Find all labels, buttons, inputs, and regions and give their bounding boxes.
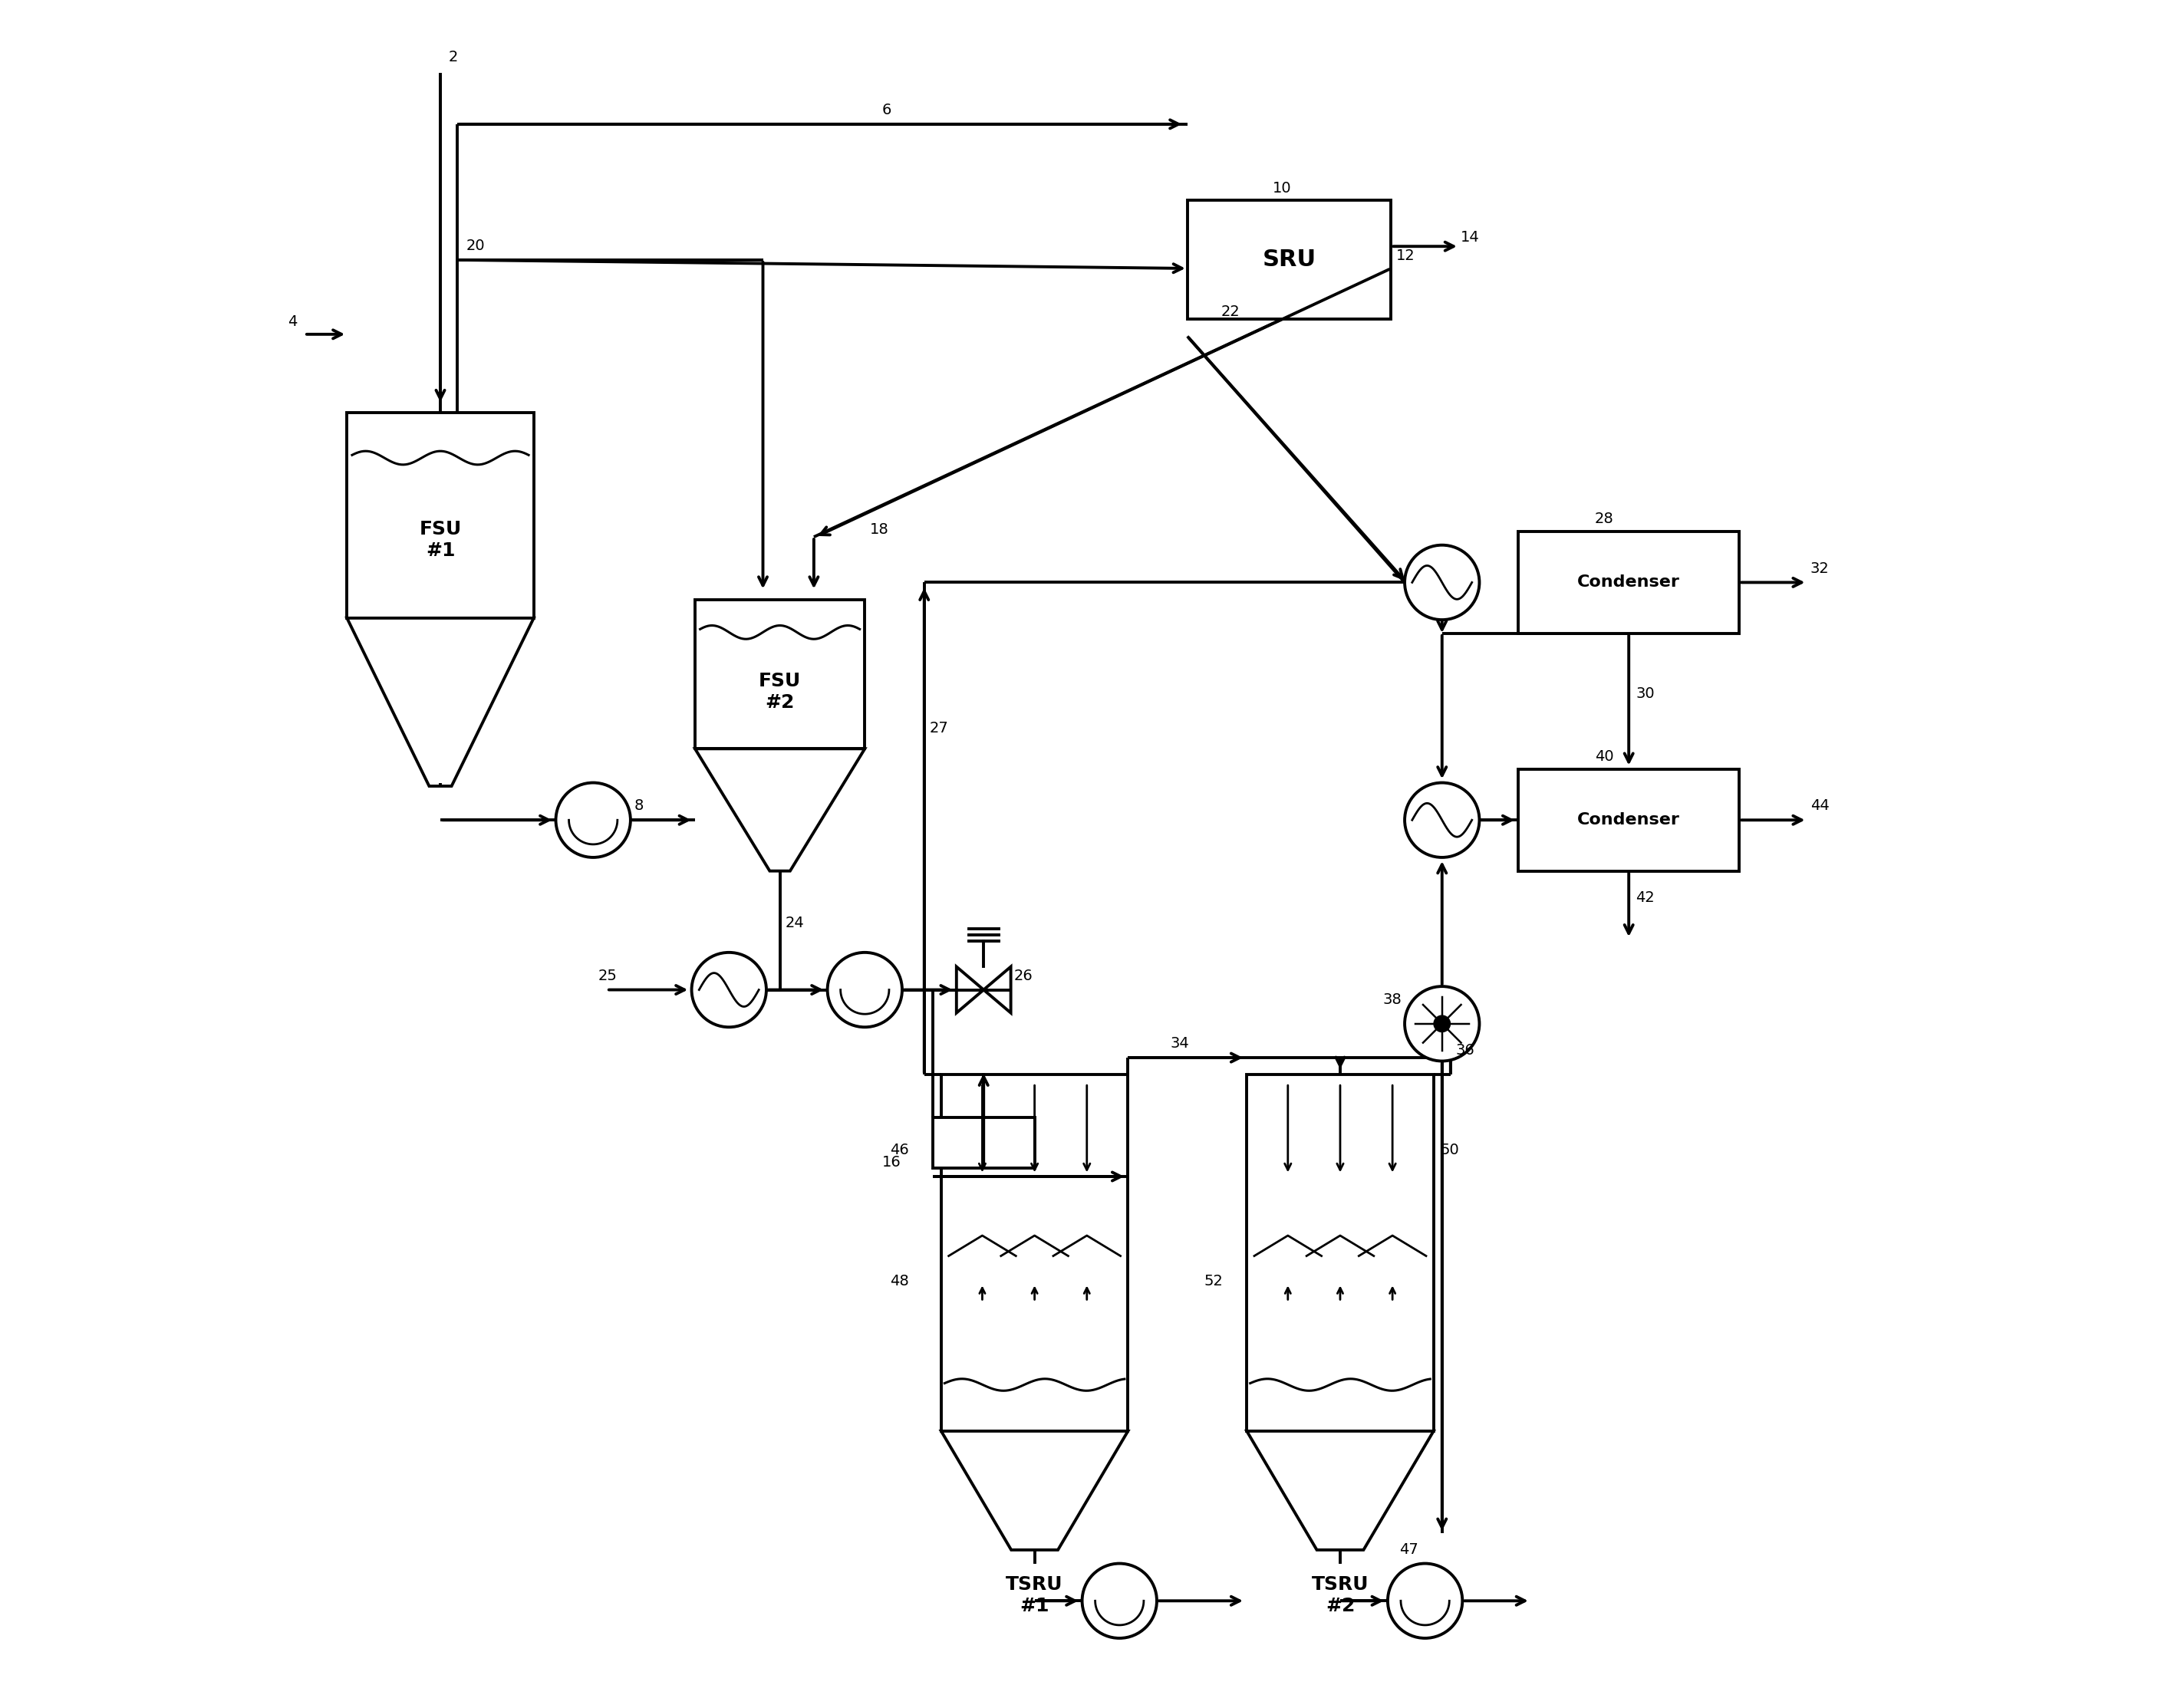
Text: 34: 34: [1170, 1037, 1190, 1050]
Circle shape: [1387, 1563, 1463, 1638]
Circle shape: [556, 782, 630, 857]
Polygon shape: [695, 748, 864, 871]
Bar: [695, 600, 864, 748]
Bar: [1188, 200, 1392, 319]
Bar: [1518, 769, 1739, 871]
Circle shape: [1433, 1016, 1450, 1032]
Text: 48: 48: [890, 1274, 910, 1288]
Text: 12: 12: [1396, 249, 1415, 263]
Text: 16: 16: [881, 1155, 901, 1170]
Text: 28: 28: [1596, 512, 1613, 526]
Text: 47: 47: [1400, 1542, 1418, 1556]
Text: SRU: SRU: [1261, 249, 1316, 272]
Bar: [347, 413, 534, 618]
Polygon shape: [347, 618, 534, 786]
Text: 20: 20: [467, 239, 484, 253]
Text: 27: 27: [929, 721, 949, 734]
Text: 25: 25: [599, 968, 617, 984]
Text: TSRU
#1: TSRU #1: [1005, 1575, 1064, 1616]
Text: FSU
#1: FSU #1: [419, 521, 462, 560]
Text: Condenser: Condenser: [1578, 813, 1680, 828]
Text: 4: 4: [287, 314, 297, 330]
Text: 14: 14: [1461, 231, 1481, 244]
Circle shape: [1405, 987, 1478, 1061]
Text: 8: 8: [634, 799, 643, 813]
Text: 42: 42: [1635, 890, 1654, 905]
Bar: [1246, 1074, 1433, 1431]
Circle shape: [1081, 1563, 1157, 1638]
Bar: [942, 1074, 1129, 1431]
Text: 22: 22: [1222, 304, 1240, 319]
Circle shape: [827, 953, 903, 1027]
Circle shape: [693, 953, 766, 1027]
Text: 50: 50: [1439, 1143, 1459, 1158]
Circle shape: [1405, 782, 1478, 857]
Circle shape: [1405, 545, 1478, 620]
Polygon shape: [942, 1431, 1129, 1549]
Bar: [1518, 531, 1739, 634]
Text: TSRU
#2: TSRU #2: [1311, 1575, 1368, 1616]
Text: 44: 44: [1811, 799, 1830, 813]
Bar: [934, 1117, 1036, 1168]
Text: 30: 30: [1635, 687, 1654, 702]
Text: 46: 46: [890, 1143, 910, 1158]
Text: 2: 2: [449, 50, 458, 65]
Text: 18: 18: [871, 523, 888, 536]
Polygon shape: [1246, 1431, 1433, 1549]
Text: 26: 26: [1014, 968, 1033, 984]
Text: 10: 10: [1272, 181, 1292, 195]
Text: 52: 52: [1205, 1274, 1224, 1288]
Text: Condenser: Condenser: [1578, 576, 1680, 589]
Text: 40: 40: [1596, 750, 1613, 763]
Text: 36: 36: [1455, 1044, 1474, 1057]
Text: 32: 32: [1811, 560, 1830, 576]
Text: 38: 38: [1383, 992, 1402, 1006]
Text: 24: 24: [786, 915, 803, 931]
Text: FSU
#2: FSU #2: [758, 673, 801, 712]
Text: 6: 6: [881, 102, 892, 118]
